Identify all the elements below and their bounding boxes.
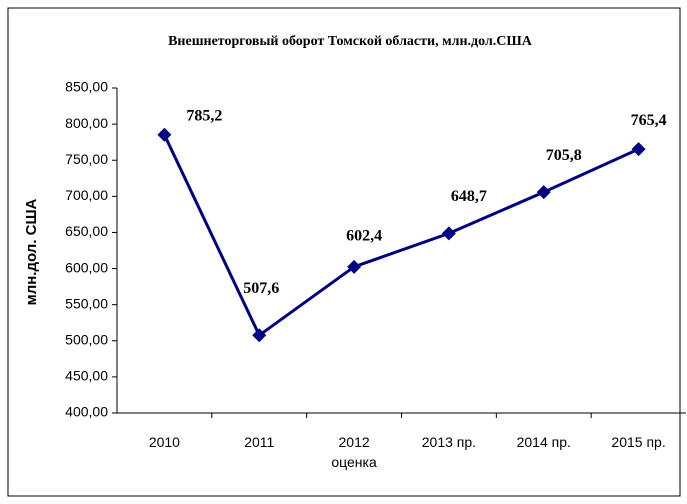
marker bbox=[252, 328, 267, 343]
chart-border bbox=[7, 7, 681, 497]
data-label: 602,4 bbox=[346, 227, 382, 244]
chart-title: Внешнеторговый оборот Томской области, м… bbox=[168, 34, 533, 49]
x-tick-label: 2015 пр. bbox=[611, 434, 666, 450]
marker bbox=[157, 127, 172, 142]
y-tick-label: 400,00 bbox=[65, 404, 108, 420]
data-label: 705,8 bbox=[546, 147, 582, 164]
x-tick-label: 2010 bbox=[148, 434, 180, 450]
y-tick-label: 450,00 bbox=[65, 368, 108, 384]
y-tick-label: 600,00 bbox=[65, 259, 108, 275]
x-tick-label: 2014 пр. bbox=[516, 434, 571, 450]
y-tick-label: 850,00 bbox=[65, 79, 108, 95]
marker bbox=[536, 185, 551, 200]
y-tick-label: 500,00 bbox=[65, 331, 108, 347]
marker bbox=[441, 226, 456, 241]
data-label: 765,4 bbox=[631, 112, 667, 129]
marker bbox=[347, 259, 362, 274]
y-tick-label: 750,00 bbox=[65, 151, 108, 167]
y-tick-label: 650,00 bbox=[65, 223, 108, 239]
data-label: 648,7 bbox=[451, 188, 487, 205]
x-tick-label: 2013 пр. bbox=[421, 434, 477, 450]
y-tick-label: 800,00 bbox=[65, 115, 108, 131]
marker bbox=[631, 142, 646, 157]
y-axis-label: млн.дол. США bbox=[23, 198, 40, 305]
data-label: 507,6 bbox=[243, 280, 279, 297]
y-tick-label: 700,00 bbox=[65, 187, 108, 203]
data-label: 785,2 bbox=[186, 107, 222, 124]
y-tick-label: 550,00 bbox=[65, 295, 108, 311]
line bbox=[163, 134, 640, 338]
x-tick-label: 2012 оценка bbox=[331, 434, 377, 470]
x-tick-label: 2011 bbox=[244, 434, 275, 450]
